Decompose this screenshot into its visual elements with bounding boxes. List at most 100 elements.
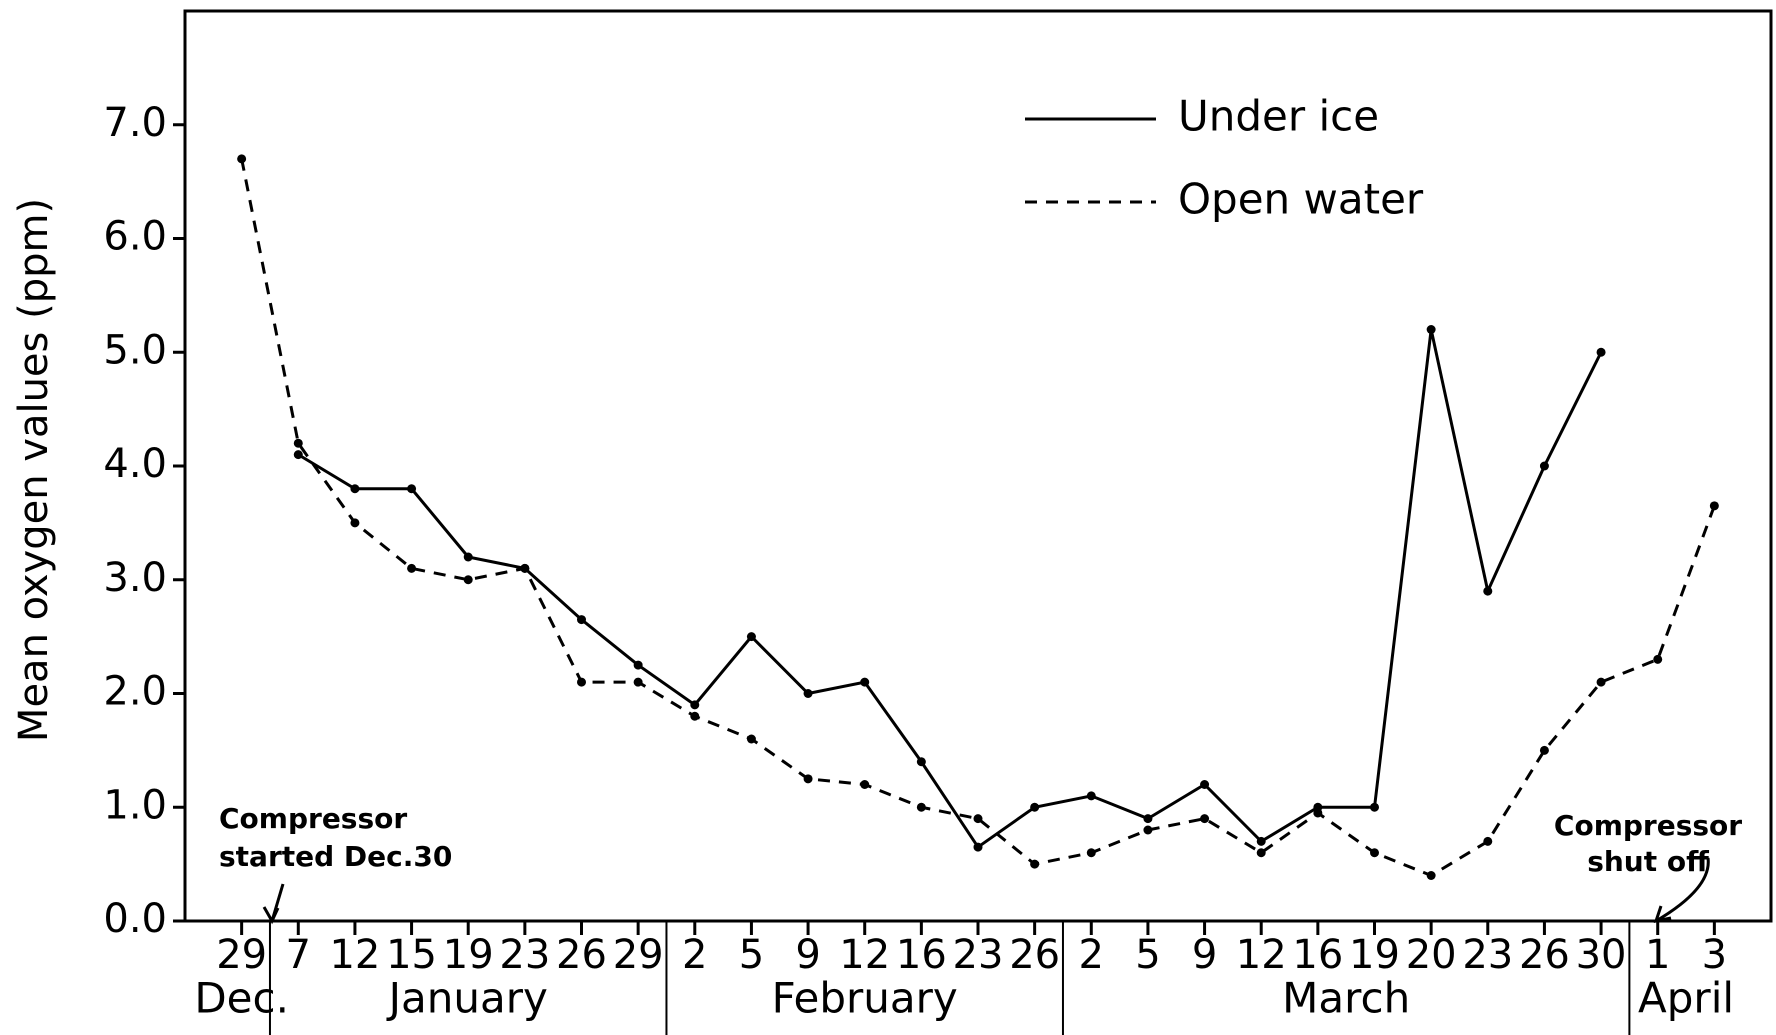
y-tick-label: 3.0 — [103, 555, 167, 601]
x-tick-label: 12 — [1236, 932, 1287, 978]
x-tick-label: 16 — [896, 932, 947, 978]
x-tick-label: 5 — [739, 932, 764, 978]
data-point — [1256, 836, 1266, 846]
month-label: January — [386, 974, 548, 1023]
month-label: March — [1282, 974, 1410, 1023]
x-tick-label: 26 — [1009, 932, 1060, 978]
data-point — [350, 484, 360, 494]
y-tick-label: 5.0 — [103, 327, 167, 373]
data-point — [1086, 848, 1096, 858]
data-point — [1200, 814, 1210, 824]
data-point — [1426, 871, 1436, 880]
data-point — [1596, 677, 1606, 687]
data-point — [407, 563, 417, 573]
month-label: February — [772, 974, 958, 1023]
data-point — [1370, 848, 1379, 858]
annotation: shut off — [1587, 845, 1709, 878]
data-point — [1539, 461, 1549, 471]
data-point — [1200, 780, 1210, 789]
y-tick-label: 7.0 — [103, 100, 167, 146]
data-point — [690, 700, 700, 710]
y-tick-label: 6.0 — [103, 214, 167, 260]
data-point — [1143, 825, 1153, 835]
plot-frame — [183, 9, 1773, 923]
data-point — [916, 757, 926, 767]
data-point — [916, 802, 926, 812]
data-point — [1539, 745, 1549, 755]
data-point — [1709, 501, 1719, 511]
data-point — [1653, 654, 1663, 664]
annotation-arrow — [1655, 857, 1710, 923]
x-tick-label: 7 — [286, 932, 311, 978]
x-tick-label: 5 — [1135, 932, 1160, 978]
x-tick-label: 12 — [839, 932, 890, 978]
x-tick-label: 26 — [556, 932, 607, 978]
x-tick-label: 26 — [1519, 932, 1570, 978]
data-point — [633, 677, 643, 687]
data-point — [577, 615, 586, 625]
x-tick-label: 23 — [499, 932, 550, 978]
annotation: started Dec.30 — [219, 840, 452, 873]
y-tick-label: 2.0 — [103, 669, 167, 715]
x-tick-label: 19 — [443, 932, 494, 978]
data-point — [746, 632, 756, 642]
series-line — [240, 158, 1716, 878]
data-point — [1030, 859, 1040, 869]
legend-label: Open water — [1178, 175, 1424, 224]
data-point — [1483, 586, 1493, 596]
x-tick-label: 23 — [953, 932, 1004, 978]
legend-label: Under ice — [1178, 92, 1379, 141]
data-point — [407, 484, 417, 494]
x-tick-label: 2 — [1079, 932, 1104, 978]
y-tick-label: 0.0 — [103, 896, 167, 942]
data-point — [973, 814, 983, 824]
x-tick-label: 30 — [1576, 932, 1627, 978]
data-point — [803, 774, 813, 784]
x-tick-label: 23 — [1462, 932, 1513, 978]
x-tick-label: 2 — [682, 932, 707, 978]
data-point — [1426, 325, 1436, 334]
data-point — [633, 660, 643, 670]
y-tick-label: 1.0 — [103, 782, 167, 828]
data-point — [1143, 814, 1153, 824]
x-tick-label: 29 — [613, 932, 664, 978]
data-point — [860, 780, 870, 789]
month-label: Dec. — [194, 974, 289, 1023]
data-point — [1030, 802, 1040, 812]
x-tick-label: 15 — [386, 932, 437, 978]
month-label: April — [1638, 974, 1734, 1023]
data-point — [1256, 848, 1266, 858]
annotation-arrowhead — [262, 906, 280, 925]
x-tick-label: 9 — [1192, 932, 1217, 978]
x-tick-label: 9 — [795, 932, 820, 978]
data-point — [803, 689, 813, 698]
annotation: Compressor — [219, 802, 407, 835]
series-line — [297, 329, 1603, 850]
data-point — [1370, 802, 1379, 812]
x-tick-label: 1 — [1645, 932, 1670, 978]
data-point — [577, 677, 586, 687]
annotation: Compressor — [1554, 809, 1742, 842]
data-point — [1596, 347, 1606, 357]
data-point — [520, 563, 530, 573]
x-tick-label: 29 — [216, 932, 267, 978]
data-point — [973, 842, 983, 852]
data-point — [293, 450, 303, 460]
data-point — [463, 575, 473, 585]
x-tick-label: 19 — [1349, 932, 1400, 978]
data-point — [690, 711, 700, 721]
y-tick-label: 4.0 — [103, 441, 167, 487]
data-point — [463, 552, 473, 562]
data-point — [860, 677, 870, 687]
data-point — [1086, 791, 1096, 801]
data-point — [746, 734, 756, 744]
data-point — [1483, 836, 1493, 846]
data-point — [350, 518, 360, 528]
data-point — [237, 154, 247, 164]
x-tick-label: 16 — [1292, 932, 1343, 978]
x-tick-label: 12 — [329, 932, 380, 978]
data-point — [293, 438, 303, 448]
y-axis-label: Mean oxygen values (ppm) — [11, 198, 57, 742]
